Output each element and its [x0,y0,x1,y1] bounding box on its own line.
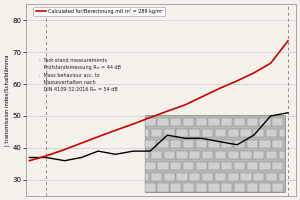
Bar [221,162,232,170]
Bar [196,140,207,148]
Bar [215,173,226,181]
Bar [170,140,181,148]
Bar [260,162,271,170]
Bar [234,183,245,192]
Bar [272,140,284,148]
Bar [189,151,200,159]
Bar [145,151,149,159]
Bar [247,140,258,148]
Bar [234,118,245,126]
Bar [189,173,200,181]
Bar [208,118,220,126]
Bar [260,118,271,126]
Bar [151,173,162,181]
Bar [247,183,258,192]
Bar [164,151,175,159]
Bar [253,173,264,181]
Bar [266,129,277,137]
Bar [234,140,245,148]
Bar [227,151,239,159]
Bar [145,173,149,181]
Bar [196,183,207,192]
Bar [208,140,220,148]
Bar [151,151,162,159]
Bar [145,118,156,126]
Bar [279,173,285,181]
Bar [183,162,194,170]
Bar [266,151,277,159]
Bar [279,151,285,159]
Bar [221,140,232,148]
Bar [176,129,188,137]
Bar [170,183,181,192]
Bar [183,140,194,148]
Bar [157,183,169,192]
Bar [196,162,207,170]
Bar [227,173,239,181]
Bar [215,129,226,137]
Bar [176,173,188,181]
Bar [170,118,181,126]
Bar [157,118,169,126]
Bar [221,118,232,126]
Bar [202,173,213,181]
Legend: Calculated for/Berechnung mit m' = 289 kg/m²: Calculated for/Berechnung mit m' = 289 k… [33,7,166,16]
Bar [176,151,188,159]
Bar [234,162,245,170]
Bar [202,151,213,159]
Bar [196,118,207,126]
Bar [183,183,194,192]
Bar [208,183,220,192]
Bar [221,183,232,192]
Bar [145,115,285,192]
Bar [145,129,149,137]
Y-axis label: | transmission index/Schalldämma: | transmission index/Schalldämma [4,54,10,146]
Bar [266,173,277,181]
Bar [145,162,156,170]
Bar [164,129,175,137]
Bar [145,140,156,148]
Bar [208,162,220,170]
Bar [240,151,252,159]
Bar [157,162,169,170]
Text: ·  Test-stand measurements
   Prüfstandsmessung Rₘ = 44 dB
·  Mass behaviour acc: · Test-stand measurements Prüfstandsmess… [39,58,121,92]
Bar [253,129,264,137]
Bar [260,183,271,192]
Bar [240,129,252,137]
Bar [272,162,284,170]
Bar [183,118,194,126]
Bar [240,173,252,181]
Bar [145,183,156,192]
Bar [247,118,258,126]
Bar [247,162,258,170]
Bar [272,183,284,192]
Bar [202,129,213,137]
Bar [151,129,162,137]
Bar [253,151,264,159]
Bar [215,151,226,159]
Bar [227,129,239,137]
Bar [260,140,271,148]
Bar [170,162,181,170]
Bar [157,140,169,148]
Bar [272,118,284,126]
Bar [164,173,175,181]
Bar [279,129,285,137]
Bar [189,129,200,137]
